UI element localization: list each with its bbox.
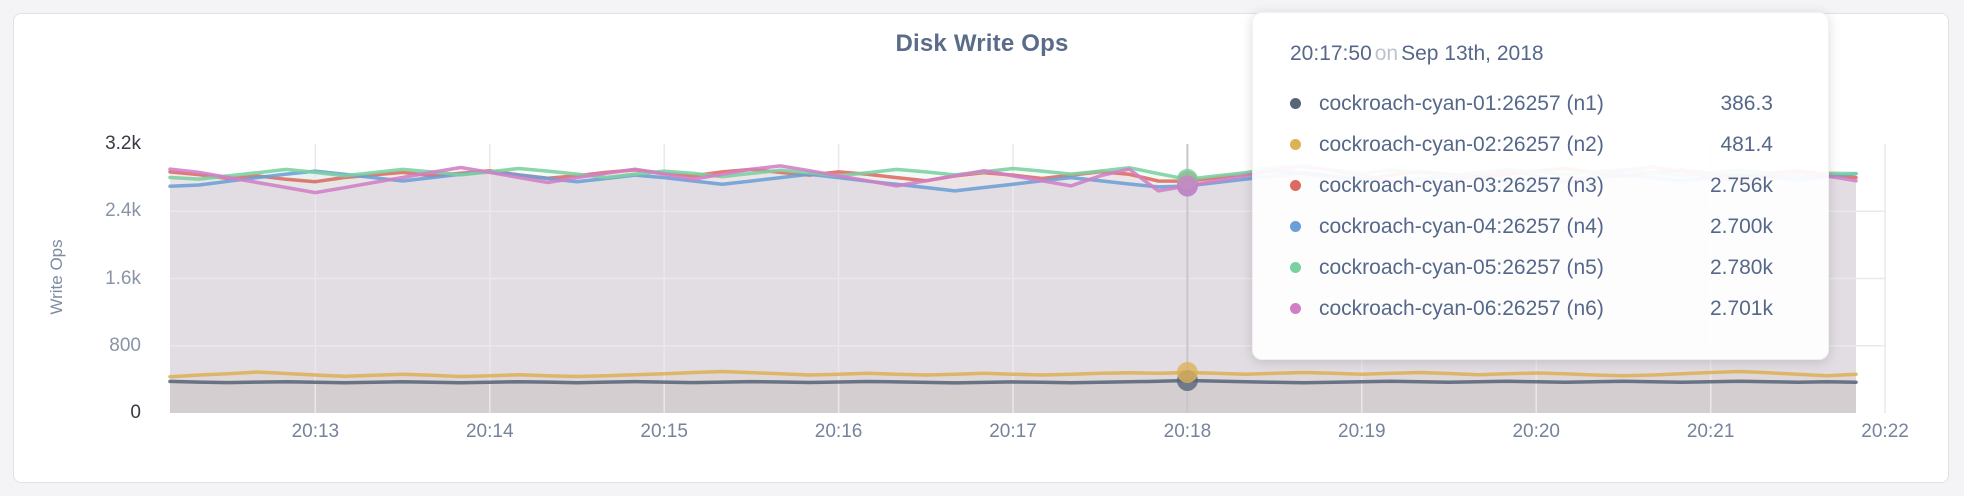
x-tick-label: 20:14 — [465, 421, 514, 442]
y-tick-label: 800 — [109, 334, 141, 356]
series-color-dot-icon — [1290, 262, 1301, 273]
x-tick-label: 20:20 — [1512, 421, 1560, 442]
series-line — [168, 369, 1858, 379]
x-tick-label: 20:22 — [1861, 421, 1909, 442]
y-tick-label: 0 — [130, 402, 141, 423]
tooltip-row: cockroach-cyan-01:26257 (n1) 386.3 — [1290, 83, 1773, 124]
tooltip-series-name: cockroach-cyan-05:26257 (n5) — [1319, 255, 1604, 279]
series-color-dot-icon — [1290, 180, 1301, 191]
series-color-dot-icon — [1290, 221, 1301, 232]
tooltip-series-name: cockroach-cyan-01:26257 (n1) — [1319, 91, 1604, 115]
tooltip-series-name: cockroach-cyan-04:26257 (n4) — [1319, 214, 1604, 238]
series-color-dot-icon — [1290, 139, 1301, 150]
tooltip-series-name: cockroach-cyan-06:26257 (n6) — [1319, 296, 1604, 320]
hover-point — [1176, 175, 1198, 197]
tooltip-time: 20:17:50 — [1290, 42, 1372, 65]
y-tick-label: 2.4k — [105, 200, 141, 222]
y-tick-label: 1.6k — [105, 267, 141, 289]
x-tick-label: 20:19 — [1338, 421, 1386, 442]
tooltip-row: cockroach-cyan-05:26257 (n5) 2.780k — [1290, 247, 1773, 288]
tooltip-series-name: cockroach-cyan-02:26257 (n2) — [1319, 132, 1604, 156]
tooltip-series-value: 481.4 — [1720, 132, 1773, 156]
x-tick-label: 20:21 — [1686, 421, 1735, 442]
tooltip-series-value: 2.780k — [1709, 255, 1773, 279]
x-tick-label: 20:17 — [989, 421, 1037, 442]
tooltip-series-value: 386.3 — [1720, 91, 1773, 115]
hover-tooltip: 20:17:50 on Sep 13th, 2018 cockroach-cyan-… — [1252, 12, 1829, 360]
tooltip-row: cockroach-cyan-02:26257 (n2) 481.4 — [1290, 124, 1773, 165]
tooltip-series-value: 2.756k — [1709, 173, 1773, 197]
tooltip-rows: cockroach-cyan-01:26257 (n1) 386.3 cockroa… — [1290, 83, 1773, 329]
tooltip-row: cockroach-cyan-04:26257 (n4) 2.700k — [1290, 206, 1773, 247]
tooltip-series-value: 2.700k — [1709, 214, 1773, 238]
x-tick-label: 20:15 — [640, 421, 688, 442]
tooltip-row: cockroach-cyan-06:26257 (n6) 2.701k — [1290, 288, 1773, 329]
tooltip-date: Sep 13th, 2018 — [1401, 42, 1544, 65]
tooltip-series-name: cockroach-cyan-03:26257 (n3) — [1319, 173, 1604, 197]
y-tick-label: 3.2k — [105, 133, 141, 154]
tooltip-conjunction: on — [1374, 42, 1399, 65]
hover-point — [1176, 362, 1198, 383]
tooltip-series-value: 2.701k — [1709, 296, 1773, 320]
x-tick-label: 20:13 — [291, 421, 340, 442]
tooltip-header: 20:17:50 on Sep 13th, 2018 — [1290, 39, 1773, 69]
tooltip-row: cockroach-cyan-03:26257 (n3) 2.756k — [1290, 165, 1773, 206]
series-line — [168, 378, 1858, 385]
x-tick-label: 20:16 — [814, 421, 863, 442]
series-color-dot-icon — [1290, 303, 1301, 314]
x-tick-label: 20:18 — [1163, 421, 1212, 442]
series-color-dot-icon — [1290, 98, 1301, 109]
chart-title: Disk Write Ops — [895, 30, 1069, 57]
